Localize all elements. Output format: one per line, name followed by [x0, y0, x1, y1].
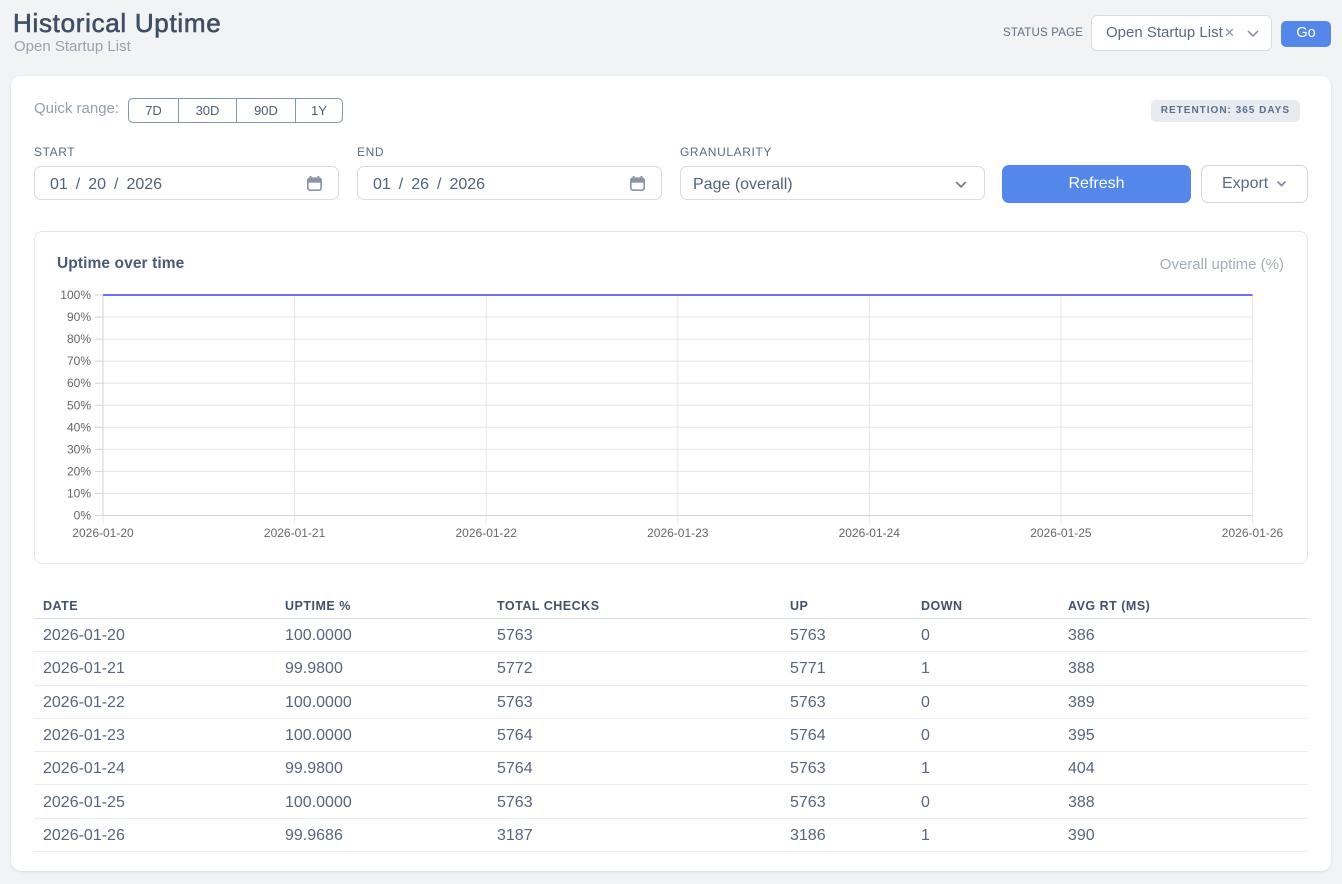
svg-text:90%: 90%	[67, 310, 91, 324]
svg-text:2026-01-23: 2026-01-23	[647, 526, 709, 540]
svg-text:2026-01-24: 2026-01-24	[839, 526, 901, 540]
svg-text:2026-01-26: 2026-01-26	[1222, 526, 1284, 540]
svg-text:60%: 60%	[67, 376, 91, 390]
svg-text:2026-01-22: 2026-01-22	[456, 526, 518, 540]
svg-text:0%: 0%	[74, 509, 92, 523]
svg-text:70%: 70%	[67, 354, 91, 368]
svg-text:2026-01-25: 2026-01-25	[1030, 526, 1092, 540]
svg-text:100%: 100%	[60, 288, 91, 302]
svg-text:30%: 30%	[67, 442, 91, 456]
svg-text:50%: 50%	[67, 398, 91, 412]
svg-text:2026-01-21: 2026-01-21	[264, 526, 326, 540]
svg-text:2026-01-20: 2026-01-20	[72, 526, 134, 540]
svg-text:10%: 10%	[67, 486, 91, 500]
svg-text:40%: 40%	[67, 420, 91, 434]
svg-text:80%: 80%	[67, 332, 91, 346]
svg-text:20%: 20%	[67, 464, 91, 478]
